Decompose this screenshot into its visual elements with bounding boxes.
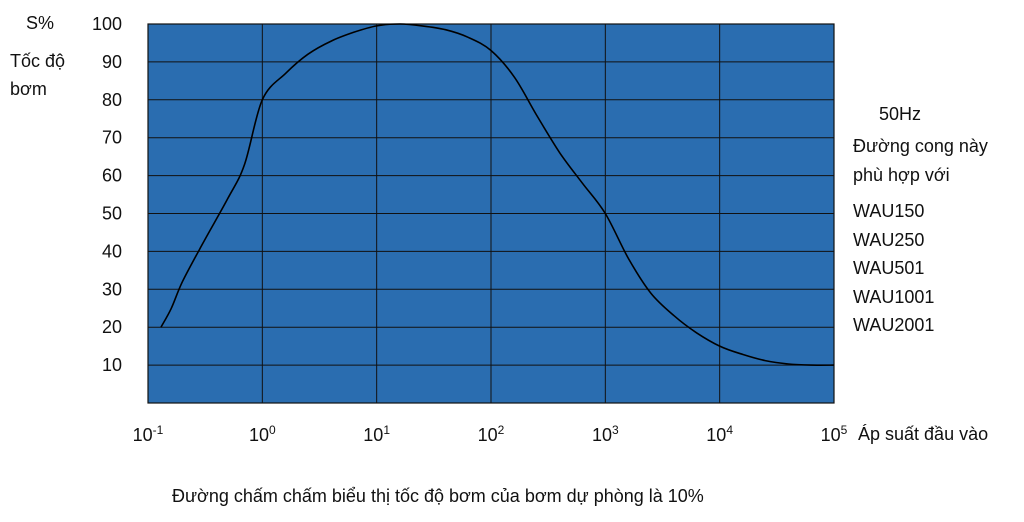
y-tick-label: 40 xyxy=(102,241,122,261)
y-axis-label-line-1: Tốc độ xyxy=(10,51,66,71)
y-axis-ticks: 10 20 30 40 50 60 70 80 90 100 xyxy=(92,14,122,375)
legend-model: WAU501 xyxy=(853,258,925,278)
y-tick-label: 70 xyxy=(102,128,122,148)
x-tick-label: 100 xyxy=(249,423,276,445)
legend-model: WAU2001 xyxy=(853,315,935,335)
y-tick-label: 90 xyxy=(102,52,122,72)
legend-description-line-2: phù hợp với xyxy=(853,165,950,185)
series-layer xyxy=(160,23,835,366)
y-tick-label: 100 xyxy=(92,14,122,34)
y-tick-label: 20 xyxy=(102,317,122,337)
legend-description-line-1: Đường cong này xyxy=(853,136,988,156)
y-tick-label: 10 xyxy=(102,355,122,375)
legend-model: WAU250 xyxy=(853,230,925,250)
x-tick-label: 102 xyxy=(478,423,505,445)
x-tick-label: 104 xyxy=(706,423,733,445)
y-tick-label: 50 xyxy=(102,204,122,224)
legend: 50Hz Đường cong này phù hợp với WAU150 W… xyxy=(853,0,1024,340)
x-tick-label: 101 xyxy=(363,423,390,445)
y-axis-label-line-2: bơm xyxy=(10,79,47,99)
legend-model: WAU1001 xyxy=(853,287,935,307)
x-axis-label: Áp suất đầu vào xyxy=(858,424,989,444)
legend-model: WAU150 xyxy=(853,201,925,221)
x-tick-label: 10-1 xyxy=(133,423,164,445)
chart-caption: Đường chấm chấm biểu thị tốc độ bơm của … xyxy=(172,486,704,506)
y-tick-label: 30 xyxy=(102,279,122,299)
y-tick-label: 80 xyxy=(102,90,122,110)
series-line-pumping-speed xyxy=(160,23,835,366)
y-axis-unit: S% xyxy=(26,13,55,33)
legend-frequency: 50Hz xyxy=(879,104,922,124)
x-tick-label: 103 xyxy=(592,423,619,445)
x-axis-ticks: 10-1 100 101 102 103 104 105 xyxy=(133,423,848,445)
x-tick-label: 105 xyxy=(821,423,848,445)
grid xyxy=(147,23,835,403)
y-tick-label: 60 xyxy=(102,166,122,186)
